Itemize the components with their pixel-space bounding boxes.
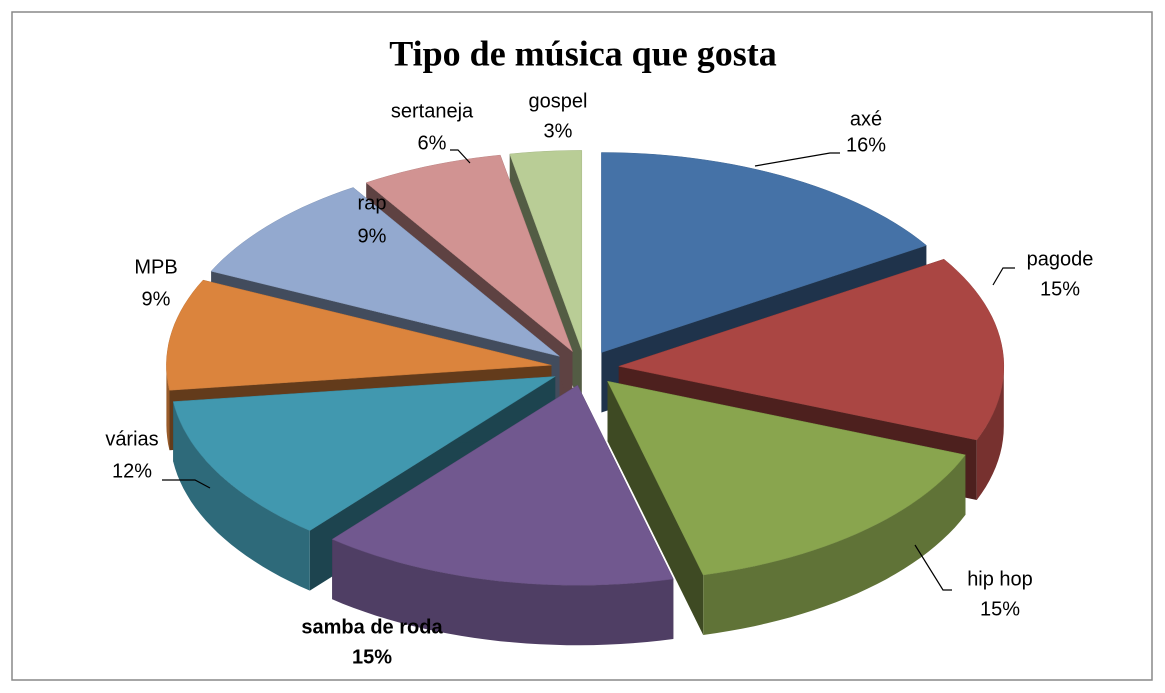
chart-title: Tipo de música que gosta [389,33,776,73]
slice-rim [173,401,310,591]
value-label: 6% [418,132,447,154]
slice [331,384,674,646]
value-label: 12% [112,460,152,482]
slice-rim [703,454,966,635]
pie [166,150,1005,646]
slice-rim [166,365,170,451]
slice-top [617,258,1005,441]
labels: axé 16% pagode 15% hip hop 15% samba de roda 15… [105,90,1093,668]
category-label: samba de roda [301,616,443,638]
slice-top [509,150,583,351]
leader-line [162,479,211,489]
slice-top [365,154,574,353]
value-label: 9% [142,288,171,310]
value-label: 15% [980,598,1020,620]
value-label: 3% [544,120,573,142]
slice-top [331,384,674,586]
category-label: axé [850,108,882,130]
category-label: MPB [134,256,177,278]
value-label: 16% [846,134,886,156]
category-label: gospel [529,90,588,112]
leader-line [450,149,471,164]
slice-top [601,152,927,353]
slice [607,380,966,635]
slice-rim [332,539,674,646]
value-label: 9% [358,225,387,247]
slice-top [166,279,552,391]
value-label: 15% [352,646,392,668]
category-label: hip hop [967,568,1033,590]
slice-rim [976,366,1004,500]
category-label: várias [105,428,158,450]
leader-line [754,152,840,167]
value-label: 15% [1040,278,1080,300]
category-label: rap [358,192,387,214]
leader-line [914,544,952,591]
category-label: sertaneja [391,100,474,122]
slice-top [607,380,966,576]
slice-top [210,187,560,357]
category-label: pagode [1027,248,1094,270]
slice-side [607,381,704,635]
slice-top [172,376,556,531]
leader-line [992,267,1015,286]
